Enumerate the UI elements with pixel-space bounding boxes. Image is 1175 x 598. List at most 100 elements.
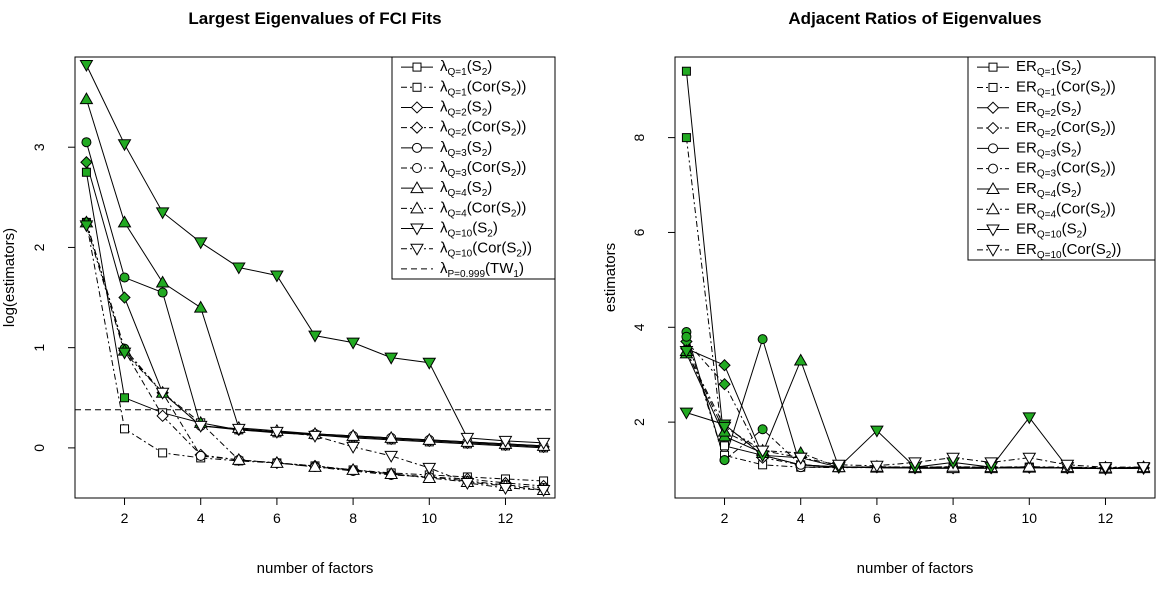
data-point (498, 482, 513, 495)
legend-label-main: ER (1016, 241, 1037, 258)
legend: ERQ=1(S2)ERQ=1(Cor(S2))ERQ=2(S2)ERQ=2(Co… (967, 56, 1156, 261)
legend-swatch-marker (410, 101, 424, 114)
legend-label-sub2: 2 (511, 128, 517, 139)
legend-label-rest: (Cor(S (1056, 160, 1100, 177)
legend-label-sub2: 2 (1106, 250, 1112, 261)
legend-label: ERQ=4(Cor(S2)) (1016, 200, 1116, 220)
legend-label: ERQ=1(Cor(S2)) (1016, 78, 1116, 98)
data-point (384, 466, 399, 479)
data-point (79, 220, 94, 233)
legend-entry-2: λQ=1(Cor(S2)) (401, 78, 526, 98)
legend-entry-11: λP=0.999(TW1) (401, 260, 524, 280)
legend-label-rest: (S (1056, 139, 1071, 156)
legend-label-sub: Q=3 (1037, 169, 1057, 180)
data-point (384, 450, 399, 463)
data-point (422, 462, 437, 475)
legend-label-sub: Q=2 (448, 128, 468, 139)
legend-label-sub: Q=4 (448, 208, 468, 219)
legend-label-rest: (Cor(S (467, 199, 511, 216)
data-point (1022, 459, 1037, 472)
legend-label-end: )) (516, 199, 526, 216)
legend-label: ERQ=10(S2) (1016, 221, 1087, 241)
legend-label: λQ=2(S2) (440, 98, 492, 118)
data-point (193, 420, 208, 433)
legend-label-main: λ (440, 159, 448, 176)
legend-label-rest: (Cor(S (467, 78, 511, 95)
plot-area (75, 60, 555, 497)
legend-label-sub2: 2 (1100, 87, 1106, 98)
data-point (270, 426, 284, 439)
legend-swatch-marker (986, 181, 1000, 194)
plot-area (679, 66, 1151, 476)
legend: λQ=1(S2)λQ=1(Cor(S2))λQ=2(S2)λQ=2(Cor(S2… (391, 56, 556, 280)
data-point (270, 270, 284, 283)
legend-label-main: ER (1016, 119, 1037, 136)
x-tick-label: 6 (273, 510, 281, 526)
legend-label-main: λ (440, 260, 448, 277)
legend-label: λQ=10(S2) (440, 220, 498, 240)
x-tick-label: 10 (421, 510, 437, 526)
data-point (193, 300, 208, 313)
legend-label: λQ=1(Cor(S2)) (440, 78, 526, 98)
legend-label-sub: Q=1 (448, 87, 468, 98)
legend-label-sub2: 2 (1071, 108, 1077, 119)
legend-swatch-marker (412, 163, 422, 173)
data-point (1098, 462, 1113, 475)
legend-swatch-marker (986, 202, 1000, 215)
legend-box (967, 56, 1156, 261)
legend-entry-3: λQ=2(S2) (401, 98, 492, 118)
legend-label-end: ) (493, 220, 498, 237)
legend-label-end: ) (1082, 221, 1087, 238)
legend-label: λQ=2(Cor(S2)) (440, 119, 526, 139)
legend-label-sub: Q=4 (1037, 209, 1057, 220)
data-point (681, 331, 692, 342)
legend-label-end: ) (519, 260, 524, 277)
legend-entry-3: ERQ=2(S2) (977, 99, 1082, 119)
legend-label-main: λ (440, 58, 448, 75)
data-point (155, 275, 170, 288)
legend-label-main: ER (1016, 221, 1037, 238)
data-point (120, 424, 130, 434)
data-point (117, 215, 132, 228)
data-point (1022, 412, 1037, 425)
legend-label-sub2: 2 (482, 188, 488, 199)
legend-entry-6: ERQ=3(Cor(S2)) (977, 160, 1116, 180)
legend-swatch-marker (412, 142, 422, 153)
legend-entry-8: λQ=4(Cor(S2)) (401, 199, 526, 219)
data-point (308, 330, 322, 343)
y-axis-label: estimators (602, 243, 619, 312)
legend-label: λQ=4(S2) (440, 179, 492, 199)
plot-frame (674, 56, 1156, 499)
chart-title: Adjacent Ratios of Eigenvalues (788, 9, 1041, 28)
legend-label-end: ) (1077, 180, 1082, 197)
legend-swatch-marker (412, 82, 422, 92)
y-tick-label: 3 (31, 143, 47, 151)
legend-label-sub: Q=10 (448, 249, 473, 260)
series-5-points (681, 327, 1149, 474)
series-6-points (681, 331, 1149, 474)
legend-label-rest: (S (1062, 221, 1077, 238)
legend-label-sub: Q=10 (448, 229, 473, 240)
legend-label-sub: Q=10 (1037, 230, 1062, 241)
data-point (156, 409, 169, 423)
legend-label-sub: Q=4 (1037, 189, 1057, 200)
legend-swatch-marker (986, 244, 1000, 257)
legend-entry-2: ERQ=1(Cor(S2)) (977, 78, 1116, 98)
series-10-points (79, 220, 551, 497)
legend-label-sub: P=0.999 (448, 269, 486, 280)
legend-entry-5: ERQ=3(S2) (977, 139, 1082, 159)
legend-entry-6: λQ=3(Cor(S2)) (401, 159, 526, 179)
panel-1: Largest Eigenvalues of FCI Fits number of… (1, 9, 556, 577)
legend-label: ERQ=3(Cor(S2)) (1016, 160, 1116, 180)
y-tick-label: 6 (631, 228, 647, 236)
legend-label-sub: Q=2 (448, 107, 468, 118)
legend-label-main: ER (1016, 200, 1037, 217)
data-point (157, 287, 168, 298)
legend-label-main: λ (440, 240, 448, 257)
y-tick-label: 1 (31, 344, 47, 352)
data-point (158, 448, 168, 458)
data-point (346, 462, 360, 475)
legend-entry-7: ERQ=4(S2) (977, 180, 1082, 200)
data-point (946, 452, 960, 465)
legend-label: λP=0.999(TW1) (440, 260, 524, 280)
